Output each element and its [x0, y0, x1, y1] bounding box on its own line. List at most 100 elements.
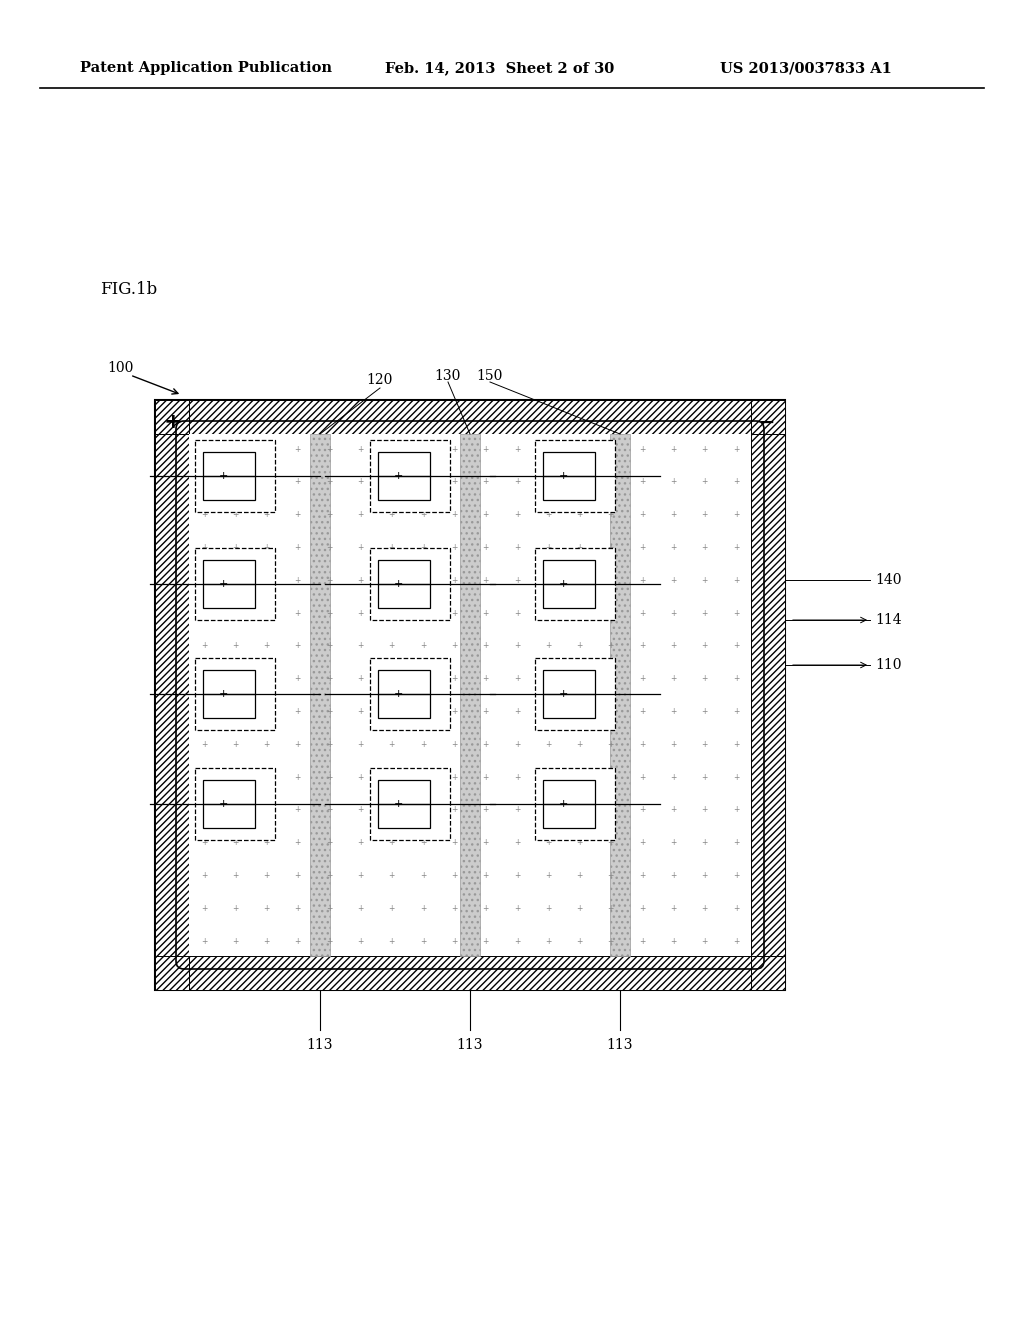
Text: +: +	[452, 510, 458, 519]
Text: +: +	[232, 871, 239, 880]
Text: +: +	[295, 739, 301, 748]
Bar	[155, 434, 189, 956]
Text: +: +	[263, 478, 269, 486]
Bar	[310, 434, 330, 956]
Text: +: +	[701, 609, 708, 618]
Text: +: +	[263, 936, 269, 945]
Text: +: +	[388, 675, 395, 682]
Bar	[378, 780, 430, 828]
Text: +: +	[545, 936, 551, 945]
Text: +: +	[639, 871, 645, 880]
Text: +: +	[201, 805, 207, 814]
Text: +: +	[577, 543, 583, 552]
Text: +: +	[388, 871, 395, 880]
Text: +: +	[514, 772, 520, 781]
Text: +: +	[559, 799, 568, 809]
Text: +: +	[326, 445, 333, 454]
Text: +: +	[733, 805, 739, 814]
Text: +: +	[452, 642, 458, 651]
Text: +: +	[394, 689, 403, 700]
Bar	[378, 451, 430, 500]
Text: +: +	[201, 445, 207, 454]
Text: +: +	[701, 478, 708, 486]
Text: +: +	[295, 510, 301, 519]
Text: +: +	[607, 478, 614, 486]
Text: +: +	[357, 871, 364, 880]
Text: +: +	[326, 708, 333, 715]
Text: +: +	[514, 805, 520, 814]
Text: +: +	[420, 478, 426, 486]
Text: +: +	[733, 904, 739, 912]
Text: +: +	[295, 708, 301, 715]
Text: 110: 110	[874, 657, 901, 672]
Text: +: +	[639, 904, 645, 912]
Text: +: +	[219, 579, 228, 589]
Text: +: +	[545, 576, 551, 585]
Text: 130: 130	[435, 370, 461, 383]
Text: +: +	[545, 445, 551, 454]
Text: +: +	[326, 543, 333, 552]
Text: +: +	[607, 543, 614, 552]
Bar	[155, 400, 785, 990]
Text: +: +	[452, 445, 458, 454]
Bar	[535, 657, 615, 730]
Text: +: +	[577, 445, 583, 454]
Text: +: +	[671, 708, 677, 715]
Text: +: +	[482, 936, 488, 945]
Bar	[370, 548, 450, 620]
Text: +: +	[701, 739, 708, 748]
Text: +: +	[639, 543, 645, 552]
Text: +: +	[577, 805, 583, 814]
Text: +: +	[671, 675, 677, 682]
Text: +: +	[326, 772, 333, 781]
Text: +: +	[482, 445, 488, 454]
Text: +: +	[388, 445, 395, 454]
Text: FIG.1b: FIG.1b	[100, 281, 158, 298]
Text: +: +	[295, 904, 301, 912]
Text: +: +	[607, 576, 614, 585]
Text: +: +	[733, 445, 739, 454]
Text: +: +	[388, 805, 395, 814]
Text: +: +	[420, 708, 426, 715]
Text: +: +	[232, 936, 239, 945]
Text: +: +	[701, 576, 708, 585]
Text: +: +	[639, 478, 645, 486]
Bar	[535, 768, 615, 840]
Text: +: +	[514, 609, 520, 618]
Text: +: +	[357, 739, 364, 748]
Text: +: +	[671, 904, 677, 912]
Bar	[751, 400, 785, 434]
Text: +: +	[545, 642, 551, 651]
Text: +: +	[452, 904, 458, 912]
Text: +: +	[232, 642, 239, 651]
Bar	[189, 400, 751, 434]
Text: +: +	[201, 576, 207, 585]
Text: +: +	[577, 936, 583, 945]
Text: 120: 120	[367, 374, 393, 387]
Text: +: +	[482, 510, 488, 519]
Text: +: +	[420, 805, 426, 814]
Text: +: +	[701, 543, 708, 552]
Text: +: +	[671, 576, 677, 585]
Text: +: +	[263, 543, 269, 552]
Text: +: +	[388, 708, 395, 715]
Text: +: +	[701, 805, 708, 814]
Text: +: +	[263, 675, 269, 682]
Text: +: +	[545, 838, 551, 847]
Text: +: +	[482, 805, 488, 814]
Text: +: +	[671, 772, 677, 781]
Text: +: +	[733, 772, 739, 781]
Text: +: +	[452, 936, 458, 945]
Text: +: +	[607, 904, 614, 912]
Text: +: +	[559, 689, 568, 700]
Text: +: +	[452, 739, 458, 748]
Text: +: +	[671, 609, 677, 618]
Text: +: +	[326, 675, 333, 682]
Text: +: +	[420, 642, 426, 651]
Text: +: +	[420, 871, 426, 880]
Text: +: +	[232, 838, 239, 847]
Text: +: +	[357, 510, 364, 519]
Text: +: +	[559, 579, 568, 589]
Text: +: +	[232, 904, 239, 912]
Text: +: +	[639, 838, 645, 847]
